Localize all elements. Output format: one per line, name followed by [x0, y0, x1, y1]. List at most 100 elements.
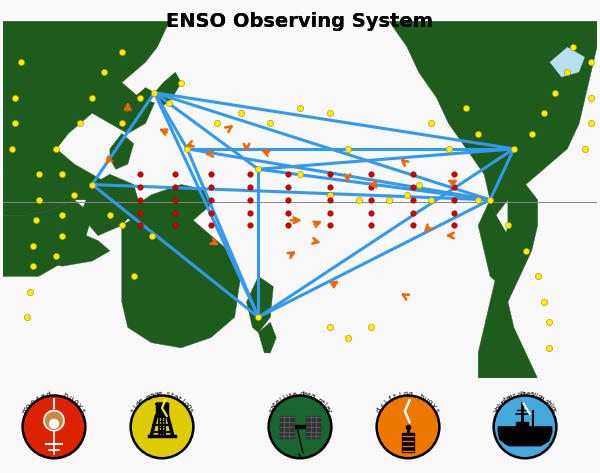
Text: e: e [138, 397, 145, 405]
Text: s: s [187, 407, 194, 413]
Text: d: d [299, 391, 304, 397]
Polygon shape [3, 149, 110, 215]
Bar [157, 403, 167, 416]
Text: s: s [550, 407, 557, 413]
Text: i: i [383, 399, 389, 405]
Text: i: i [286, 393, 290, 400]
Text: u: u [498, 400, 505, 407]
Text: a: a [173, 394, 179, 401]
Text: d: d [46, 391, 51, 398]
Polygon shape [3, 21, 169, 175]
Text: y: y [325, 407, 332, 414]
Text: u: u [422, 395, 429, 403]
Text: f: f [388, 396, 393, 402]
Text: e: e [158, 391, 163, 397]
Polygon shape [155, 403, 169, 404]
Polygon shape [259, 322, 276, 353]
Text: e: e [275, 398, 282, 406]
Text: i: i [547, 403, 553, 408]
Polygon shape [478, 184, 538, 378]
Text: a: a [309, 393, 316, 400]
Text: o: o [494, 404, 502, 412]
Polygon shape [80, 175, 140, 236]
Text: p: p [548, 404, 556, 412]
Polygon shape [122, 184, 211, 225]
Text: a: a [303, 391, 308, 398]
Text: e: e [526, 391, 530, 397]
Text: t: t [307, 392, 311, 398]
Text: i: i [180, 398, 185, 404]
Text: t: t [392, 393, 398, 400]
Polygon shape [154, 72, 181, 108]
Text: t: t [503, 397, 509, 403]
Text: m: m [21, 406, 30, 415]
Text: u: u [67, 394, 74, 402]
Text: i: i [398, 392, 402, 398]
Polygon shape [306, 416, 320, 438]
Text: r: r [316, 396, 322, 403]
Ellipse shape [131, 395, 193, 458]
Polygon shape [389, 21, 597, 215]
Bar [403, 448, 413, 452]
Text: t: t [176, 395, 182, 402]
Text: n: n [185, 403, 192, 411]
Polygon shape [298, 454, 302, 458]
Text: g: g [408, 391, 413, 397]
Text: b: b [62, 392, 68, 400]
Text: y: y [430, 403, 437, 410]
Text: a: a [149, 392, 155, 399]
Text: ENSO Observing System: ENSO Observing System [167, 12, 433, 31]
Text: n: n [536, 394, 542, 401]
Text: g: g [538, 394, 545, 402]
Text: o: o [71, 398, 79, 405]
Text: g: g [153, 391, 159, 398]
Text: n: n [403, 391, 408, 397]
Polygon shape [280, 425, 320, 429]
Polygon shape [27, 230, 110, 266]
Ellipse shape [269, 395, 331, 458]
Polygon shape [297, 427, 303, 454]
Text: s: s [79, 407, 86, 413]
Text: t: t [130, 408, 137, 413]
Polygon shape [515, 422, 528, 431]
Text: r: r [529, 391, 533, 398]
Ellipse shape [494, 395, 556, 458]
Text: o: o [426, 399, 433, 406]
Text: i: i [534, 393, 538, 399]
Ellipse shape [377, 395, 439, 458]
Text: s: s [523, 391, 527, 397]
Text: b: b [520, 391, 524, 397]
Text: d: d [134, 400, 142, 408]
Text: o: o [517, 391, 522, 398]
Polygon shape [128, 88, 154, 113]
Text: s: s [543, 398, 550, 405]
Text: h: h [545, 400, 552, 407]
Circle shape [49, 418, 59, 429]
Text: y: y [76, 402, 83, 409]
Text: r: r [379, 403, 386, 409]
Text: t: t [289, 392, 293, 398]
Text: e: e [318, 398, 325, 406]
Text: v: v [530, 392, 536, 399]
Bar [403, 433, 413, 437]
Text: r: r [35, 395, 40, 402]
Polygon shape [122, 210, 241, 348]
Text: r: r [511, 393, 516, 399]
Polygon shape [499, 427, 551, 446]
Text: l: l [282, 395, 287, 401]
Text: o: o [182, 400, 190, 408]
Text: ENSO Observing System: ENSO Observing System [167, 12, 433, 31]
Polygon shape [247, 276, 273, 333]
Text: n: n [500, 398, 508, 405]
Ellipse shape [23, 395, 85, 458]
Text: t: t [272, 402, 279, 408]
Text: e: e [505, 394, 512, 402]
Polygon shape [550, 47, 585, 78]
Text: o: o [29, 398, 37, 405]
Text: l: l [497, 403, 503, 408]
Text: e: e [292, 391, 297, 398]
Text: l: l [279, 397, 284, 403]
Text: v: v [493, 407, 500, 414]
Text: e: e [40, 392, 46, 400]
Polygon shape [280, 416, 294, 438]
